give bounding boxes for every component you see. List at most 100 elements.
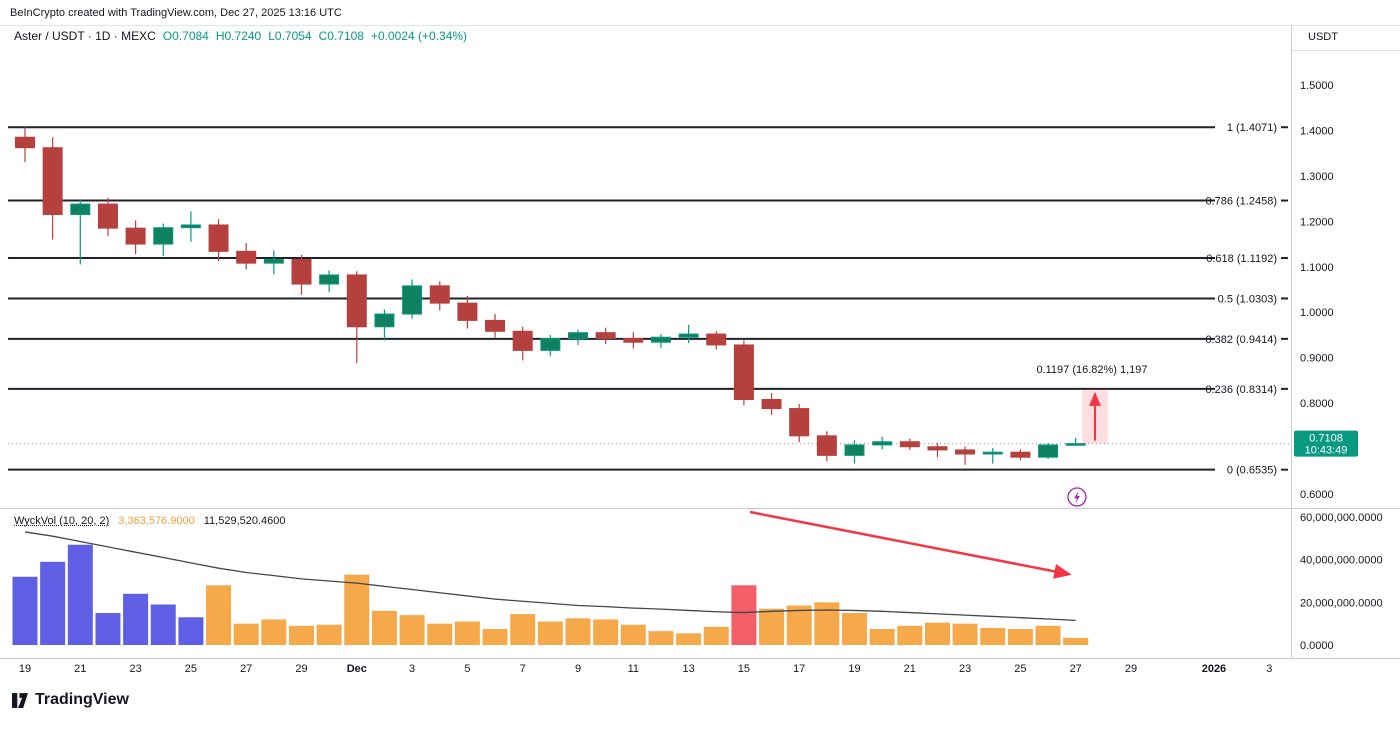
- svg-text:0.6000: 0.6000: [1300, 489, 1334, 501]
- symbol-legend: Aster / USDT · 1D · MEXC O0.7084 H0.7240…: [14, 29, 467, 43]
- volume-bar: [620, 624, 646, 645]
- measure-label: 0.1197 (16.82%) 1,197: [1036, 364, 1147, 376]
- svg-text:0.7108: 0.7108: [1309, 433, 1343, 445]
- symbol-title[interactable]: Aster / USDT · 1D · MEXC: [14, 29, 156, 43]
- svg-text:1 (1.4071): 1 (1.4071): [1227, 122, 1277, 134]
- svg-text:25: 25: [1014, 663, 1026, 675]
- candlestick: [512, 330, 533, 351]
- volume-bar: [206, 585, 232, 645]
- candlestick: [236, 250, 257, 264]
- volume-bar: [924, 622, 950, 645]
- svg-text:19: 19: [19, 663, 31, 675]
- candlestick: [1010, 451, 1031, 458]
- candlestick: [346, 274, 367, 328]
- tradingview-logo-icon: [12, 692, 28, 708]
- candlestick: [153, 227, 174, 245]
- svg-text:Dec: Dec: [347, 663, 367, 675]
- svg-text:9: 9: [575, 663, 581, 675]
- svg-text:21: 21: [74, 663, 86, 675]
- volume-bar: [1007, 629, 1033, 645]
- candlestick: [540, 338, 561, 351]
- svg-text:5: 5: [464, 663, 470, 675]
- volume-axis[interactable]: 60,000,000.0000 40,000,000.0000 20,000,000…: [1300, 512, 1383, 652]
- candlestick: [899, 441, 920, 448]
- svg-text:3: 3: [1266, 663, 1272, 675]
- volume-bar: [759, 608, 785, 645]
- svg-text:0.236 (0.8314): 0.236 (0.8314): [1205, 384, 1277, 396]
- candlestick: [319, 274, 340, 285]
- volume-bar: [537, 621, 563, 645]
- svg-text:1.3000: 1.3000: [1300, 171, 1334, 183]
- tradingview-wordmark: TradingView: [35, 691, 129, 708]
- indicator-title[interactable]: WyckVol (10, 20, 2): [14, 515, 110, 527]
- price-axis-currency-label: USDT: [1308, 31, 1338, 43]
- candlestick: [844, 444, 865, 456]
- candlestick: [1038, 444, 1059, 458]
- svg-text:1.1000: 1.1000: [1300, 262, 1334, 274]
- candlestick: [457, 302, 478, 321]
- svg-text:0.0000: 0.0000: [1300, 640, 1334, 652]
- candlestick: [15, 136, 35, 149]
- volume-bar: [12, 576, 38, 645]
- svg-text:0.786 (1.2458): 0.786 (1.2458): [1205, 196, 1277, 208]
- low-value: L0.7054: [268, 29, 311, 43]
- volume-bar: [1063, 637, 1089, 645]
- candlestick: [402, 285, 423, 315]
- candlestick: [623, 338, 644, 343]
- candlestick: [955, 449, 976, 455]
- chart-plot-area[interactable]: [8, 28, 1283, 658]
- candlestick-series: [15, 127, 1086, 465]
- volume-bar: [399, 615, 425, 645]
- svg-text:1.2000: 1.2000: [1300, 216, 1334, 228]
- volume-bar: [344, 574, 370, 645]
- volume-bar: [150, 604, 176, 645]
- candlestick: [982, 451, 1003, 455]
- lightning-icon[interactable]: [1067, 487, 1087, 507]
- volume-bar: [731, 585, 757, 645]
- svg-text:29: 29: [1125, 663, 1137, 675]
- candlestick: [927, 446, 948, 451]
- volume-series: [12, 544, 1089, 645]
- svg-text:0.9000: 0.9000: [1300, 353, 1334, 365]
- svg-text:3: 3: [409, 663, 415, 675]
- svg-text:25: 25: [185, 663, 197, 675]
- candlestick: [595, 332, 616, 340]
- price-axis[interactable]: 1.5000 1.4000 1.3000 1.2000 1.1000 1.0000 0.90…: [1300, 80, 1334, 501]
- svg-text:17: 17: [793, 663, 805, 675]
- time-axis[interactable]: 19 21 23 25 27 29 Dec 3 5 7 9 11 13 15 17 19 21 23 25 27 29 2…: [19, 663, 1272, 675]
- volume-bar: [897, 625, 923, 645]
- change-value: +0.0024 (+0.34%): [371, 29, 467, 43]
- measure-annotation[interactable]: 0.1197 (16.82%) 1,197: [1036, 364, 1148, 444]
- pane-separators: [0, 25, 1400, 659]
- candlestick: [568, 332, 588, 340]
- indicator-ma-value: 11,529,520.4600: [203, 515, 286, 527]
- svg-text:1.4000: 1.4000: [1300, 125, 1334, 137]
- volume-bar: [482, 629, 508, 645]
- tradingview-watermark[interactable]: TradingView: [12, 691, 129, 709]
- svg-text:23: 23: [959, 663, 971, 675]
- volume-bar: [289, 625, 314, 645]
- candlestick: [789, 408, 810, 437]
- candlestick: [42, 147, 63, 216]
- candlestick: [706, 333, 727, 346]
- volume-bar: [316, 624, 342, 645]
- svg-text:23: 23: [129, 663, 141, 675]
- svg-text:29: 29: [295, 663, 307, 675]
- candlestick: [485, 319, 506, 332]
- volume-indicator-legend: WyckVol (10, 20, 2) 3,363,576.9000 11,52…: [14, 515, 286, 527]
- svg-text:21: 21: [904, 663, 916, 675]
- volume-bar: [676, 633, 702, 645]
- svg-text:0 (0.6535): 0 (0.6535): [1227, 465, 1277, 477]
- svg-text:0.618 (1.1192): 0.618 (1.1192): [1206, 253, 1277, 265]
- svg-text:27: 27: [1070, 663, 1082, 675]
- candlestick: [180, 224, 201, 229]
- candlestick: [429, 285, 450, 304]
- trend-arrow[interactable]: [749, 510, 1072, 579]
- svg-text:27: 27: [240, 663, 252, 675]
- candlestick: [872, 441, 893, 446]
- volume-bar: [593, 619, 619, 645]
- volume-bar: [95, 613, 121, 645]
